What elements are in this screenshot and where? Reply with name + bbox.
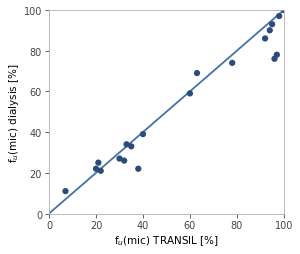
Point — [117, 157, 122, 161]
Point — [124, 143, 129, 147]
Point — [195, 72, 200, 76]
Point — [129, 145, 134, 149]
Point — [136, 167, 141, 171]
Point — [230, 61, 235, 66]
Point — [96, 161, 101, 165]
Point — [122, 159, 127, 163]
X-axis label: f$_{u}$(mic) TRANSIL [%]: f$_{u}$(mic) TRANSIL [%] — [114, 233, 219, 247]
Point — [263, 37, 268, 41]
Point — [277, 15, 282, 19]
Point — [98, 169, 103, 173]
Point — [272, 58, 277, 62]
Point — [94, 167, 98, 171]
Point — [63, 189, 68, 193]
Point — [267, 29, 272, 33]
Point — [141, 133, 146, 137]
Y-axis label: f$_{u}$(mic) dialysis [%]: f$_{u}$(mic) dialysis [%] — [7, 63, 21, 162]
Point — [188, 92, 192, 96]
Point — [270, 23, 274, 27]
Point — [281, 9, 286, 13]
Point — [274, 54, 279, 58]
